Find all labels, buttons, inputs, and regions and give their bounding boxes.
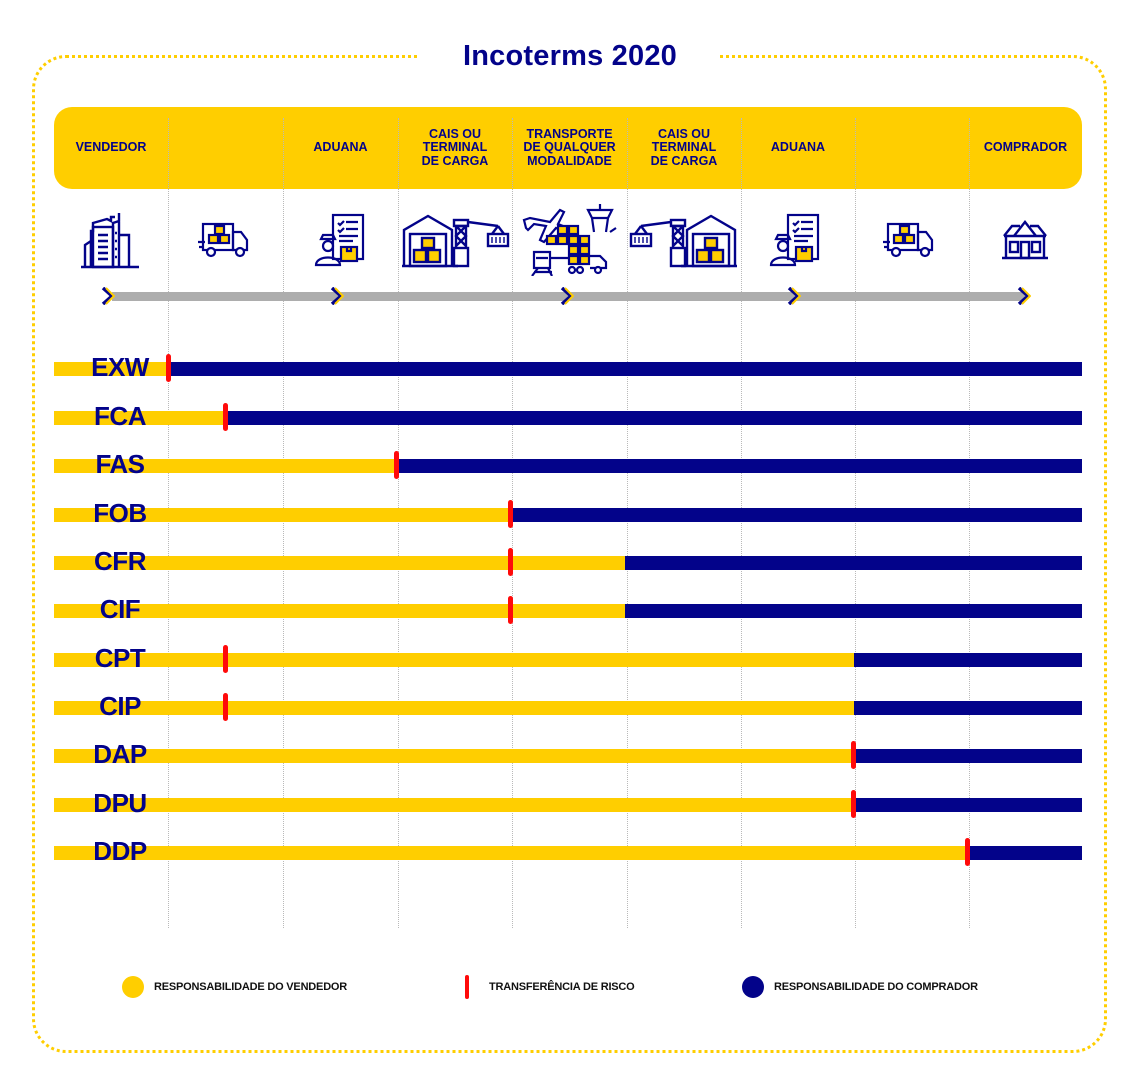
- incoterm-code: CFR: [94, 546, 146, 576]
- seller-swatch-icon: [122, 976, 144, 998]
- buyer-segment: [625, 556, 1082, 570]
- incoterm-row-fob: FOB: [54, 498, 1082, 528]
- risk-transfer-marker: [222, 403, 228, 431]
- risk-transfer-marker: [508, 548, 514, 576]
- buyer-segment: [510, 508, 1082, 522]
- seller-segment: [54, 508, 511, 522]
- risk-transfer-marker: [851, 790, 857, 818]
- seller-segment: [54, 556, 626, 570]
- buyer-segment: [853, 749, 1082, 763]
- stage-label-empty-1: [168, 107, 283, 189]
- stage-header-bar: VENDEDOR ADUANA CAIS OU TERMINAL DE CARG…: [54, 107, 1082, 189]
- stage-label-vendedor: VENDEDOR: [75, 140, 147, 155]
- legend-risk-label: TRANSFERÊNCIA DE RISCO: [489, 981, 635, 993]
- incoterm-row-cfr: CFR: [54, 546, 1082, 576]
- stage-divider: [969, 118, 970, 928]
- risk-transfer-marker: [165, 354, 171, 382]
- stage-divider: [398, 118, 399, 928]
- stage-label-empty-2: [855, 107, 969, 189]
- risk-transfer-marker: [222, 693, 228, 721]
- stage-label-cais-destination: CAIS OU TERMINAL DE CARGA: [650, 126, 718, 168]
- risk-transfer-marker: [508, 596, 514, 624]
- chevron-right-icon: [101, 287, 115, 305]
- chevron-right-icon: [1017, 287, 1031, 305]
- seller-segment: [54, 846, 968, 860]
- multimodal-transport-icon: [518, 204, 622, 276]
- stage-divider: [627, 118, 628, 928]
- incoterm-row-cpt: CPT: [54, 643, 1082, 673]
- legend-risk: TRANSFERÊNCIA DE RISCO: [465, 975, 635, 999]
- stage-label-cais-origin: CAIS OU TERMINAL DE CARGA: [421, 126, 489, 168]
- chevron-right-icon: [560, 287, 574, 305]
- delivery-truck-icon: [870, 205, 950, 275]
- crane-container-warehouse-icon: [627, 205, 739, 275]
- incoterm-code: CIF: [99, 594, 141, 624]
- stage-label-comprador: COMPRADOR: [983, 140, 1068, 155]
- title-container: Incoterms 2020: [420, 34, 720, 78]
- office-building-icon: [70, 205, 150, 275]
- stage-divider: [741, 118, 742, 928]
- seller-segment: [54, 701, 854, 715]
- seller-segment: [54, 362, 169, 376]
- buyer-segment: [225, 411, 1082, 425]
- incoterm-code: FAS: [95, 449, 145, 479]
- incoterm-code: DAP: [93, 739, 147, 769]
- legend-buyer-label: RESPONSABILIDADE DO COMPRADOR: [774, 981, 978, 993]
- incoterm-code: DDP: [93, 836, 147, 866]
- incoterm-code: FOB: [93, 498, 147, 528]
- stage-label-aduana-origin: ADUANA: [313, 140, 368, 155]
- customs-officer-document-icon: [300, 205, 380, 275]
- chevron-right-icon: [330, 287, 344, 305]
- seller-segment: [54, 411, 226, 425]
- incoterm-code: CIP: [99, 691, 141, 721]
- incoterm-row-cif: CIF: [54, 594, 1082, 624]
- stage-label-aduana-destination: ADUANA: [770, 140, 826, 155]
- incoterm-row-dap: DAP: [54, 739, 1082, 769]
- page-title: Incoterms 2020: [463, 40, 677, 72]
- legend-buyer: RESPONSABILIDADE DO COMPRADOR: [742, 975, 978, 999]
- risk-transfer-marker: [394, 451, 400, 479]
- legend-seller: RESPONSABILIDADE DO VENDEDOR: [122, 975, 347, 999]
- seller-segment: [54, 749, 854, 763]
- incoterm-row-exw: EXW: [54, 352, 1082, 382]
- stage-divider: [168, 118, 169, 928]
- risk-transfer-marker: [508, 500, 514, 528]
- customs-officer-document-icon: [755, 205, 835, 275]
- incoterm-code: EXW: [91, 352, 149, 382]
- buyer-segment: [168, 362, 1082, 376]
- seller-segment: [54, 653, 854, 667]
- buyer-segment: [853, 653, 1082, 667]
- incoterm-row-fas: FAS: [54, 449, 1082, 479]
- buyer-segment: [853, 798, 1082, 812]
- risk-transfer-marker: [222, 645, 228, 673]
- incoterm-row-ddp: DDP: [54, 836, 1082, 866]
- seller-segment: [54, 604, 626, 618]
- buyer-segment: [396, 459, 1082, 473]
- buyer-segment: [853, 701, 1082, 715]
- delivery-truck-icon: [185, 205, 265, 275]
- buyer-segment: [967, 846, 1082, 860]
- chevron-right-icon: [787, 287, 801, 305]
- stage-label-transporte: TRANSPORTE DE QUALQUER MODALIDADE: [523, 126, 616, 168]
- incoterm-code: DPU: [93, 788, 147, 818]
- incoterm-row-fca: FCA: [54, 401, 1082, 431]
- legend-seller-label: RESPONSABILIDADE DO VENDEDOR: [154, 981, 348, 993]
- seller-segment: [54, 459, 397, 473]
- stage-divider: [283, 118, 284, 928]
- incoterm-row-dpu: DPU: [54, 788, 1082, 818]
- incoterm-code: CPT: [94, 643, 146, 673]
- buyer-segment: [625, 604, 1082, 618]
- risk-transfer-marker: [965, 838, 971, 866]
- seller-segment: [54, 798, 854, 812]
- stage-divider: [855, 118, 856, 928]
- warehouse-crane-container-icon: [400, 205, 512, 275]
- incoterm-code: FCA: [94, 401, 146, 431]
- incoterm-row-cip: CIP: [54, 691, 1082, 721]
- house-icon: [985, 205, 1065, 275]
- buyer-swatch-icon: [742, 976, 764, 998]
- risk-swatch-icon: [465, 975, 469, 999]
- risk-transfer-marker: [851, 741, 857, 769]
